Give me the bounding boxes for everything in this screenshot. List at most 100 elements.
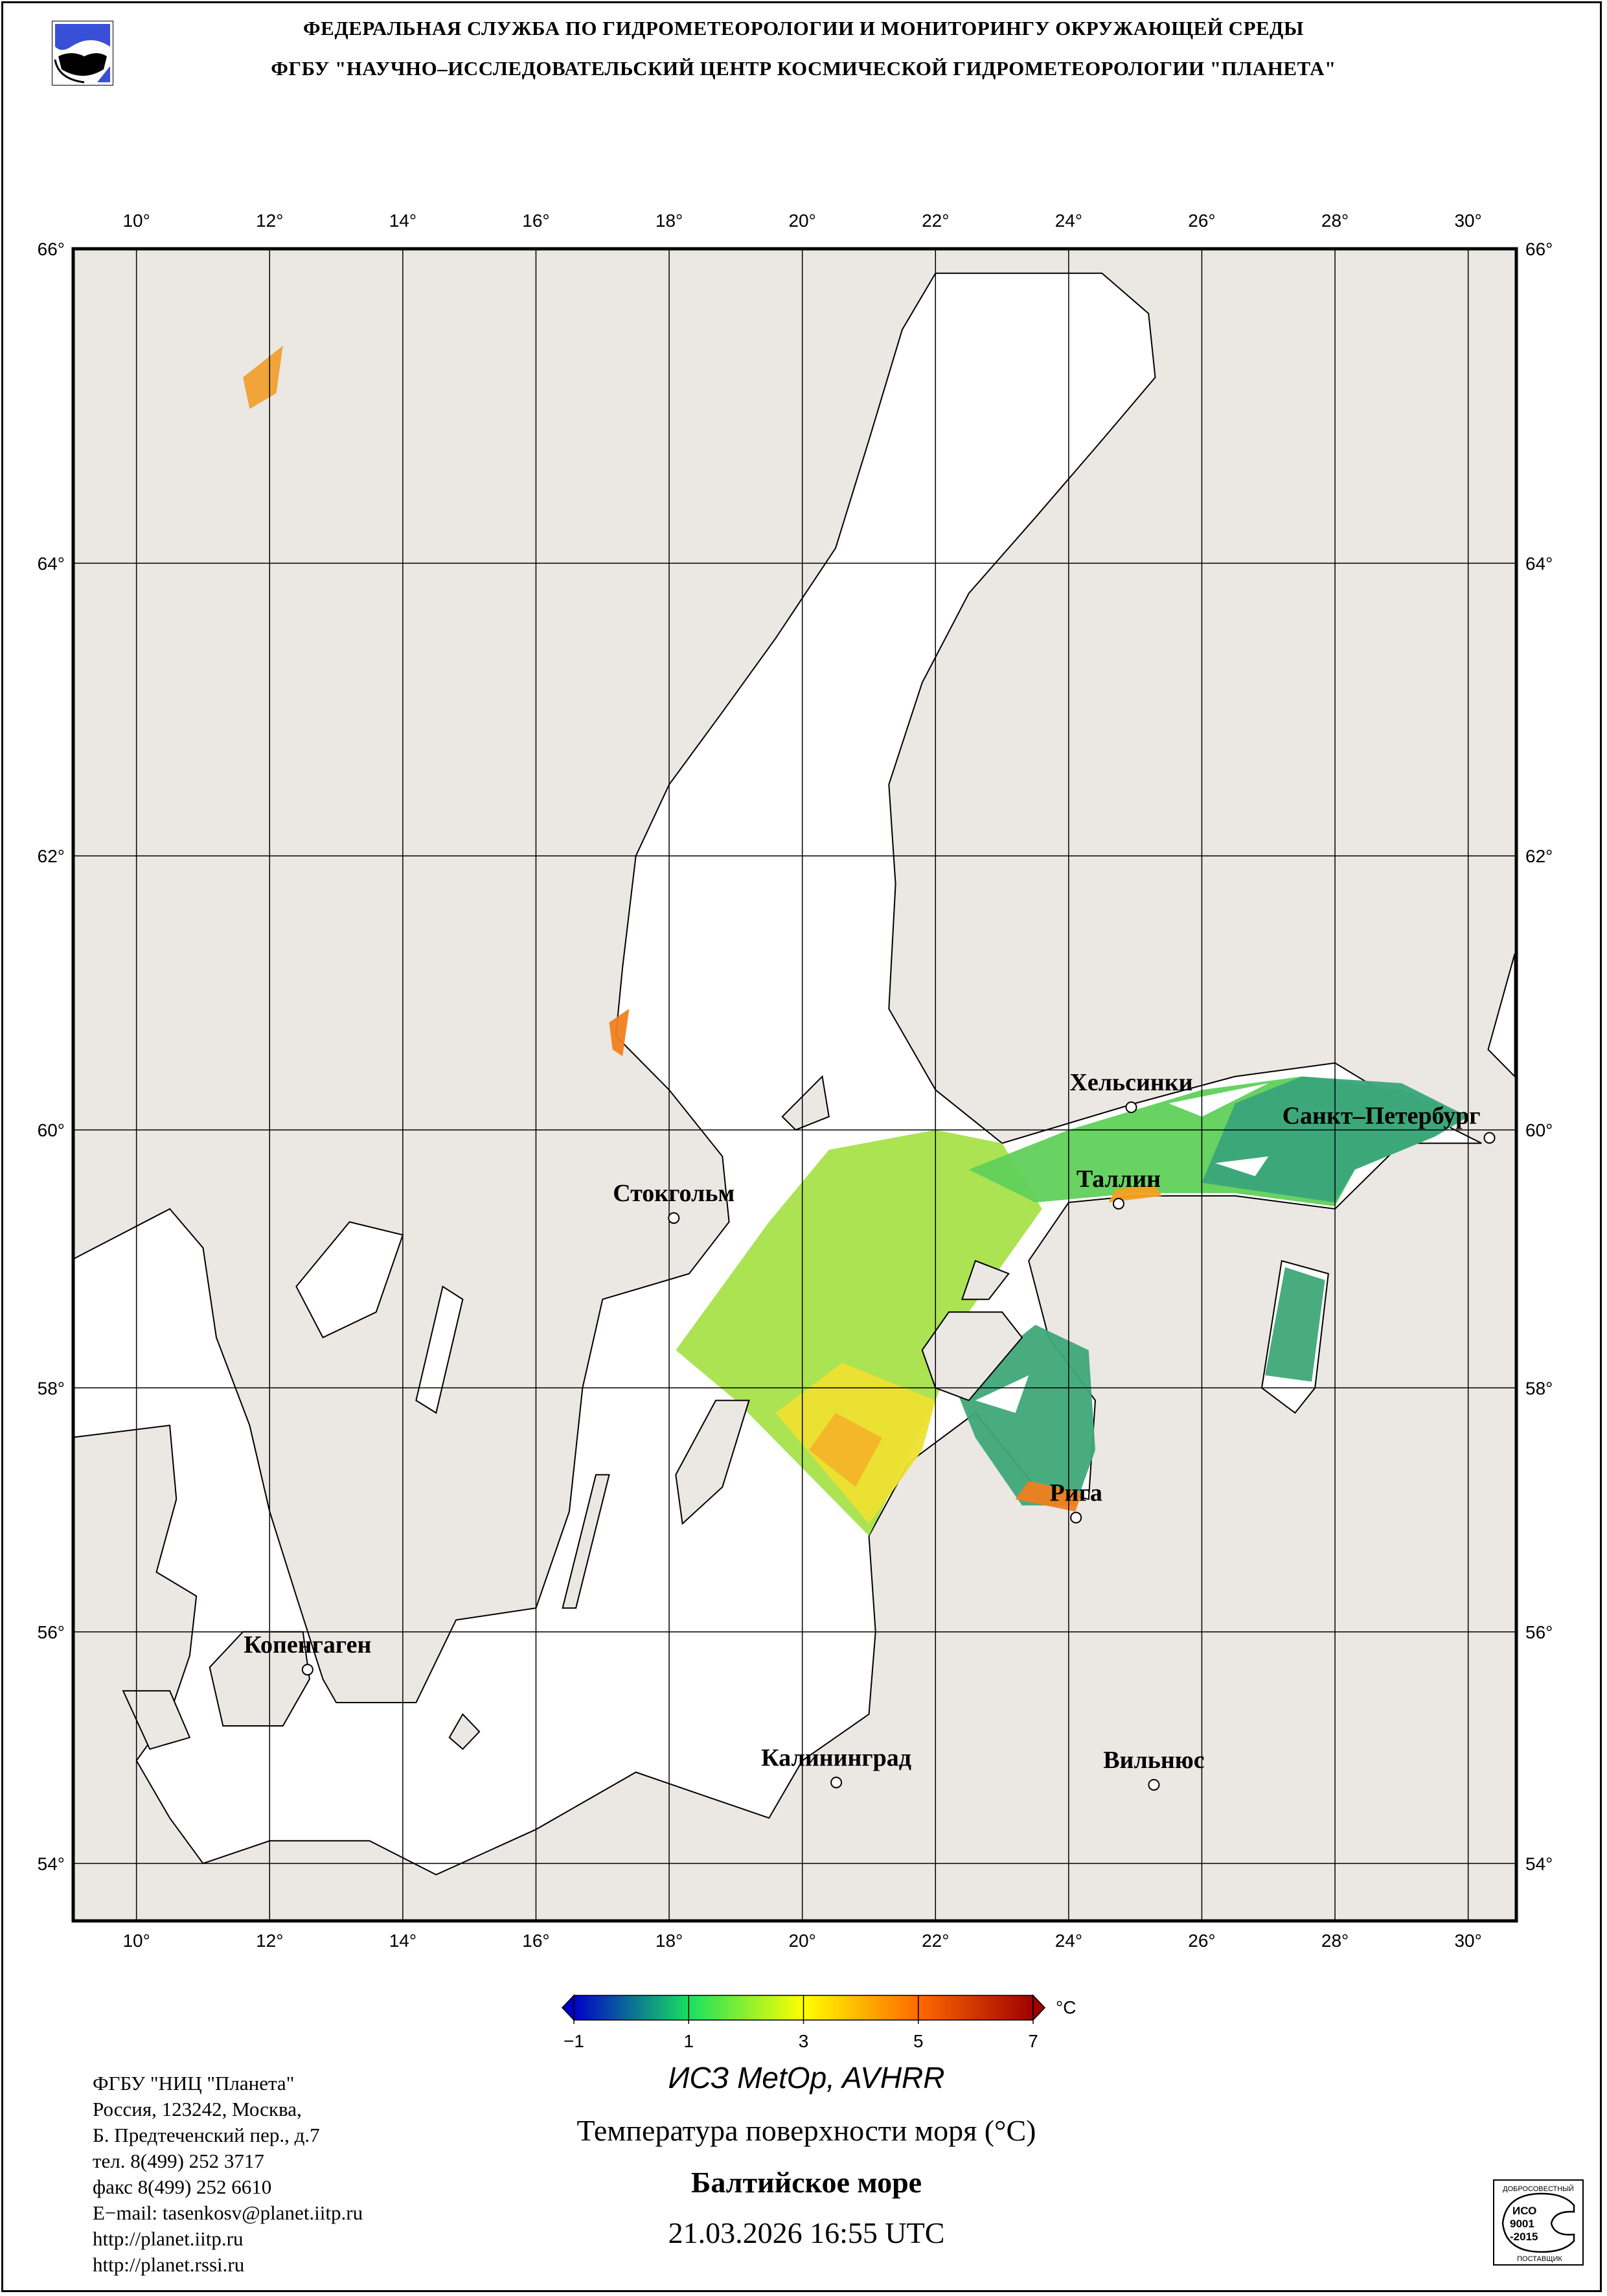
island bbox=[562, 1474, 610, 1609]
lat-label-right: 56° bbox=[1525, 1622, 1553, 1642]
address-email[interactable]: E−mail: tasenkosv@planet.iitp.ru bbox=[93, 2201, 363, 2224]
lon-label-top: 12° bbox=[256, 211, 283, 231]
city-marker bbox=[1112, 1197, 1124, 1210]
sst-patch bbox=[1108, 1185, 1162, 1202]
address-website-1[interactable]: http://planet.iitp.ru bbox=[93, 2227, 244, 2250]
colorbar-min-arrow bbox=[561, 1994, 575, 2021]
city-marker bbox=[1125, 1101, 1137, 1114]
lon-label-bottom: 22° bbox=[922, 1931, 949, 1951]
city-label: Калининград bbox=[761, 1744, 911, 1771]
map-content: Хельсинки Санкт–Петербург Таллин Стокгольм Р… bbox=[73, 249, 1516, 1921]
lon-label-bottom: 16° bbox=[522, 1931, 549, 1951]
island bbox=[675, 1399, 750, 1525]
island bbox=[448, 1713, 481, 1751]
lon-label-bottom: 12° bbox=[256, 1931, 283, 1951]
iso-center-text: ИСО 9001 -2015 bbox=[1510, 2205, 1538, 2243]
city-marker bbox=[301, 1664, 313, 1676]
iso-top-text: ДОБРОСОВЕСТНЫЙ bbox=[1503, 2185, 1574, 2193]
lat-label-left: 62° bbox=[38, 846, 65, 866]
city-marker bbox=[668, 1212, 680, 1224]
sst-patch bbox=[609, 1009, 630, 1057]
city-marker bbox=[830, 1776, 843, 1789]
colorbar-unit: °C bbox=[1056, 1997, 1076, 2017]
address-org: ФГБУ "НИЦ "Планета" bbox=[93, 2072, 295, 2095]
lat-label-left: 58° bbox=[38, 1378, 65, 1398]
sst-patch bbox=[243, 345, 283, 409]
parameter-title: Температура поверхности моря (°C) bbox=[576, 2114, 1036, 2147]
lon-label-bottom: 24° bbox=[1055, 1931, 1082, 1951]
sea-area bbox=[73, 272, 1482, 1876]
lat-label-right: 60° bbox=[1525, 1120, 1553, 1140]
colorbar-tick-label: −1 bbox=[564, 2031, 584, 2051]
lon-label-bottom: 18° bbox=[655, 1931, 683, 1951]
iso-bottom-text: ПОСТАВЩИК bbox=[1517, 2255, 1562, 2263]
lon-label-top: 28° bbox=[1321, 211, 1349, 231]
map-frame bbox=[71, 247, 1518, 1923]
lon-label-top: 14° bbox=[389, 211, 416, 231]
lat-label-right: 54° bbox=[1525, 1854, 1553, 1874]
cloud-mask bbox=[1168, 1083, 1269, 1117]
city-label: Копенгаген bbox=[244, 1631, 371, 1659]
city-label: Вильнюс bbox=[1103, 1747, 1204, 1774]
lon-label-top: 18° bbox=[655, 211, 683, 231]
lon-label-top: 16° bbox=[522, 211, 549, 231]
header-agency: ФЕДЕРАЛЬНАЯ СЛУЖБА ПО ГИДРОМЕТЕОРОЛОГИИ … bbox=[303, 17, 1304, 40]
lon-label-top: 22° bbox=[922, 211, 949, 231]
city-marker bbox=[1148, 1778, 1160, 1791]
colorbar-tick-label: 3 bbox=[799, 2031, 809, 2051]
island bbox=[961, 1259, 1010, 1300]
lon-label-bottom: 28° bbox=[1321, 1931, 1349, 1951]
address-block: ФГБУ "НИЦ "Планета" Россия, 123242, Моск… bbox=[93, 2071, 363, 2278]
colorbar-tick-label: 7 bbox=[1028, 2031, 1038, 2051]
city-label: Таллин bbox=[1077, 1165, 1161, 1193]
city-label: Санкт–Петербург bbox=[1282, 1102, 1481, 1129]
lat-label-left: 60° bbox=[38, 1120, 65, 1140]
lake bbox=[295, 1221, 404, 1338]
sst-map: Хельсинки Санкт–Петербург Таллин Стокгольм Р… bbox=[38, 211, 1553, 1951]
cloud-mask bbox=[975, 1375, 1029, 1413]
island bbox=[781, 1075, 830, 1131]
lat-label-left: 56° bbox=[38, 1622, 65, 1642]
cloud-mask bbox=[1215, 1156, 1269, 1177]
lat-label-left: 64° bbox=[38, 553, 65, 573]
colorbar-tick-label: 5 bbox=[913, 2031, 924, 2051]
city-marker bbox=[1483, 1132, 1496, 1144]
colorbar-max-arrow bbox=[1032, 1994, 1046, 2021]
lat-label-right: 66° bbox=[1525, 239, 1553, 259]
lon-label-bottom: 14° bbox=[389, 1931, 416, 1951]
header-institute: ФГБУ "НАУЧНО–ИССЛЕДОВАТЕЛЬСКИЙ ЦЕНТР КОС… bbox=[271, 57, 1336, 80]
address-website-2[interactable]: http://planet.rssi.ru bbox=[93, 2253, 245, 2276]
lon-label-bottom: 20° bbox=[788, 1931, 815, 1951]
lon-label-top: 10° bbox=[122, 211, 150, 231]
city-label: Стокгольм bbox=[613, 1180, 735, 1207]
lat-label-right: 58° bbox=[1525, 1378, 1553, 1398]
address-fax: факс 8(499) 252 6610 bbox=[93, 2175, 272, 2198]
datetime: 21.03.2026 16:55 UTC bbox=[668, 2216, 945, 2249]
address-country: Россия, 123242, Москва, bbox=[93, 2098, 302, 2120]
lon-label-top: 24° bbox=[1055, 211, 1082, 231]
sst-patch bbox=[1265, 1267, 1325, 1382]
lake bbox=[415, 1285, 464, 1414]
colorbar: −1 1 3 5 7 °C bbox=[561, 1994, 1076, 2051]
lon-label-bottom: 10° bbox=[122, 1931, 150, 1951]
lon-label-top: 30° bbox=[1454, 211, 1481, 231]
satellite-title: ИСЗ MetOp, AVHRR bbox=[668, 2061, 945, 2095]
address-street: Б. Предтеченский пер., д.7 bbox=[93, 2124, 320, 2146]
city-marker bbox=[1070, 1511, 1082, 1524]
lat-label-left: 66° bbox=[38, 239, 65, 259]
lon-label-top: 20° bbox=[788, 211, 815, 231]
address-phone: тел. 8(499) 252 3717 bbox=[93, 2150, 264, 2172]
sst-patch bbox=[808, 1412, 882, 1487]
island bbox=[122, 1690, 191, 1751]
lat-label-right: 62° bbox=[1525, 846, 1553, 866]
sst-patch bbox=[1015, 1480, 1082, 1512]
lon-label-bottom: 26° bbox=[1188, 1931, 1215, 1951]
lon-label-bottom: 30° bbox=[1454, 1931, 1481, 1951]
sst-patch bbox=[676, 1130, 1042, 1536]
city-label: Рига bbox=[1049, 1479, 1102, 1506]
iso-9001-badge-icon: ДОБРОСОВЕСТНЫЙ ИСО 9001 -2015 ПОСТАВЩИК bbox=[1493, 2179, 1584, 2266]
region-title: Балтийское море bbox=[690, 2166, 922, 2199]
colorbar-tick-label: 1 bbox=[683, 2031, 694, 2051]
lat-label-left: 54° bbox=[38, 1854, 65, 1874]
